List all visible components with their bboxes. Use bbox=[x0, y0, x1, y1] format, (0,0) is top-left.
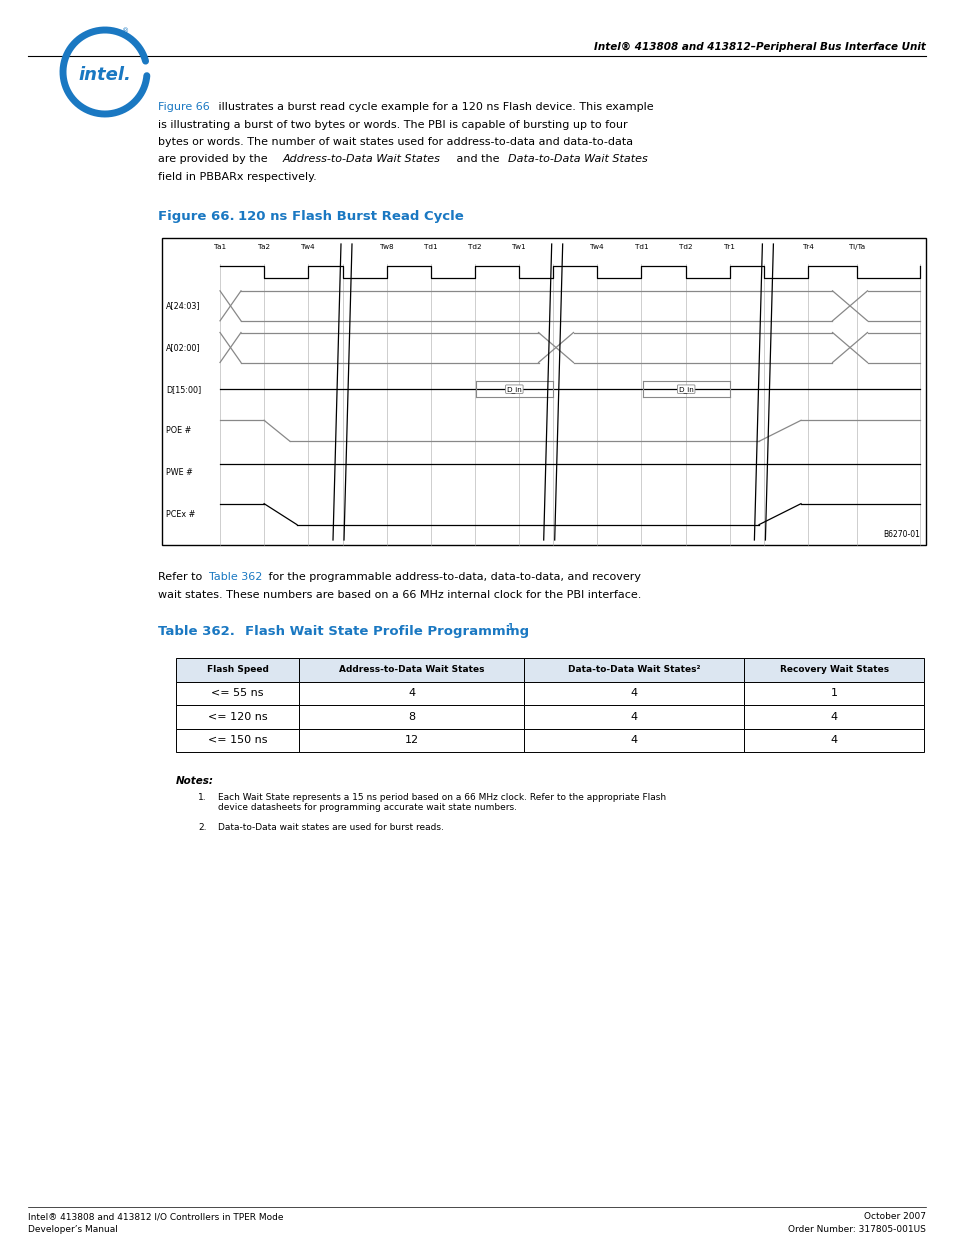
Text: Tw8: Tw8 bbox=[379, 245, 393, 249]
Bar bbox=[299, 705, 523, 729]
Text: Ta2: Ta2 bbox=[257, 245, 270, 249]
Text: <= 55 ns: <= 55 ns bbox=[212, 688, 264, 698]
Text: intel.: intel. bbox=[78, 65, 132, 84]
Text: 1: 1 bbox=[506, 622, 513, 632]
Text: Flash Speed: Flash Speed bbox=[207, 666, 269, 674]
Bar bbox=[299, 682, 523, 705]
Text: Ta1: Ta1 bbox=[213, 245, 226, 249]
Text: Td2: Td2 bbox=[678, 245, 692, 249]
Text: 1: 1 bbox=[830, 688, 837, 698]
Text: A[24:03]: A[24:03] bbox=[166, 301, 200, 310]
Text: Td1: Td1 bbox=[634, 245, 647, 249]
Bar bbox=[175, 729, 299, 752]
Text: PCEx #: PCEx # bbox=[166, 510, 195, 519]
Text: 4: 4 bbox=[408, 688, 415, 698]
Text: B6270-01: B6270-01 bbox=[882, 530, 919, 538]
Bar bbox=[175, 682, 299, 705]
Text: ®: ® bbox=[122, 28, 130, 35]
Text: <= 150 ns: <= 150 ns bbox=[208, 735, 267, 745]
Bar bbox=[743, 682, 923, 705]
Text: Td2: Td2 bbox=[468, 245, 481, 249]
Text: Ti/Ta: Ti/Ta bbox=[848, 245, 864, 249]
Text: <= 120 ns: <= 120 ns bbox=[208, 711, 267, 721]
Text: Tw1: Tw1 bbox=[512, 245, 525, 249]
Text: Tr1: Tr1 bbox=[723, 245, 734, 249]
Text: Refer to: Refer to bbox=[158, 572, 206, 582]
Bar bbox=[299, 729, 523, 752]
Bar bbox=[523, 705, 743, 729]
Text: for the programmable address-to-data, data-to-data, and recovery: for the programmable address-to-data, da… bbox=[265, 572, 640, 582]
Text: are provided by the: are provided by the bbox=[158, 154, 271, 164]
Text: 12: 12 bbox=[404, 735, 418, 745]
Text: D_in: D_in bbox=[506, 385, 521, 393]
Text: Table 362: Table 362 bbox=[209, 572, 262, 582]
Text: Tr4: Tr4 bbox=[801, 245, 813, 249]
Bar bbox=[299, 658, 523, 682]
Bar bbox=[175, 658, 299, 682]
Text: Td1: Td1 bbox=[423, 245, 437, 249]
Text: 4: 4 bbox=[630, 711, 637, 721]
Text: Intel® 413808 and 413812–Peripheral Bus Interface Unit: Intel® 413808 and 413812–Peripheral Bus … bbox=[594, 42, 925, 52]
Text: 4: 4 bbox=[830, 735, 837, 745]
Text: 4: 4 bbox=[830, 711, 837, 721]
Text: and the: and the bbox=[453, 154, 502, 164]
Text: Data-to-Data wait states are used for burst reads.: Data-to-Data wait states are used for bu… bbox=[218, 823, 443, 831]
Text: Data-to-Data Wait States: Data-to-Data Wait States bbox=[507, 154, 646, 164]
Bar bbox=[743, 729, 923, 752]
Bar bbox=[743, 658, 923, 682]
Text: D_in: D_in bbox=[678, 385, 694, 393]
Text: A[02:00]: A[02:00] bbox=[166, 343, 200, 352]
Text: Notes:: Notes: bbox=[175, 776, 213, 785]
Bar bbox=[523, 682, 743, 705]
Text: Address-to-Data Wait States: Address-to-Data Wait States bbox=[283, 154, 440, 164]
Bar bbox=[162, 238, 925, 545]
Text: October 2007
Order Number: 317805-001US: October 2007 Order Number: 317805-001US bbox=[787, 1212, 925, 1234]
Text: Recovery Wait States: Recovery Wait States bbox=[779, 666, 888, 674]
Text: Table 362.: Table 362. bbox=[158, 625, 234, 638]
Text: wait states. These numbers are based on a 66 MHz internal clock for the PBI inte: wait states. These numbers are based on … bbox=[158, 589, 640, 599]
Text: POE #: POE # bbox=[166, 426, 192, 435]
Text: field in PBBARx respectively.: field in PBBARx respectively. bbox=[158, 172, 316, 182]
Text: 2.: 2. bbox=[198, 823, 206, 831]
Text: Each Wait State represents a 15 ns period based on a 66 MHz clock. Refer to the : Each Wait State represents a 15 ns perio… bbox=[218, 793, 665, 813]
Text: Figure 66.: Figure 66. bbox=[158, 210, 234, 224]
Bar bbox=[523, 658, 743, 682]
Text: bytes or words. The number of wait states used for address-to-data and data-to-d: bytes or words. The number of wait state… bbox=[158, 137, 633, 147]
Text: 120 ns Flash Burst Read Cycle: 120 ns Flash Burst Read Cycle bbox=[237, 210, 463, 224]
Text: Data-to-Data Wait States²: Data-to-Data Wait States² bbox=[567, 666, 700, 674]
Bar bbox=[743, 705, 923, 729]
Text: Tw4: Tw4 bbox=[590, 245, 603, 249]
Text: 8: 8 bbox=[408, 711, 415, 721]
Bar bbox=[523, 729, 743, 752]
Text: Flash Wait State Profile Programming: Flash Wait State Profile Programming bbox=[245, 625, 529, 638]
Text: 1.: 1. bbox=[198, 793, 207, 802]
Text: Tw4: Tw4 bbox=[301, 245, 314, 249]
Text: Intel® 413808 and 413812 I/O Controllers in TPER Mode
Developer’s Manual
552: Intel® 413808 and 413812 I/O Controllers… bbox=[28, 1212, 283, 1235]
Text: 4: 4 bbox=[630, 688, 637, 698]
Text: D[15:00]: D[15:00] bbox=[166, 384, 201, 394]
Text: 4: 4 bbox=[630, 735, 637, 745]
Text: illustrates a burst read cycle example for a 120 ns Flash device. This example: illustrates a burst read cycle example f… bbox=[214, 103, 653, 112]
Text: Figure 66: Figure 66 bbox=[158, 103, 210, 112]
Text: PWE #: PWE # bbox=[166, 468, 193, 477]
Bar bbox=[175, 705, 299, 729]
Text: is illustrating a burst of two bytes or words. The PBI is capable of bursting up: is illustrating a burst of two bytes or … bbox=[158, 120, 627, 130]
Text: Address-to-Data Wait States: Address-to-Data Wait States bbox=[338, 666, 484, 674]
